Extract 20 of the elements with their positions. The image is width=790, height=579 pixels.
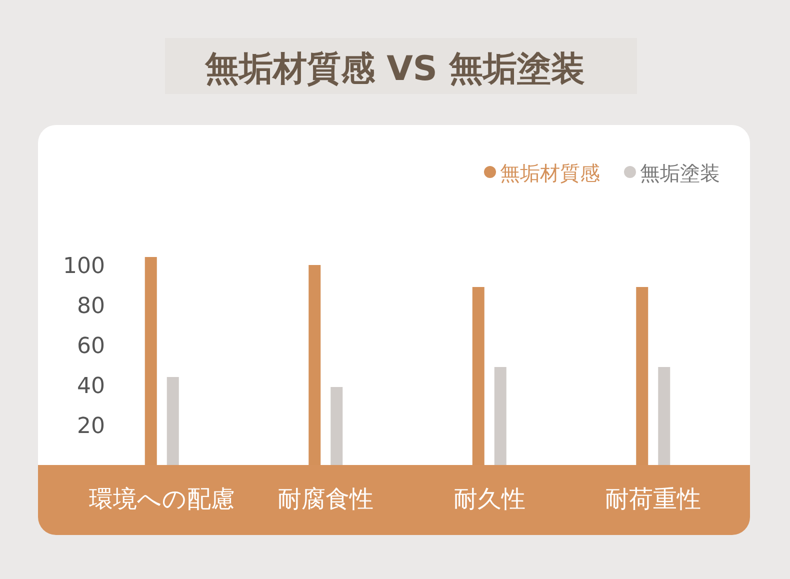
y-tick-label: 100 bbox=[63, 254, 105, 279]
bar bbox=[166, 377, 179, 465]
bar bbox=[658, 367, 670, 465]
legend-label: 無垢塗装 bbox=[640, 161, 720, 185]
bar bbox=[636, 287, 648, 465]
bar bbox=[330, 387, 343, 465]
bar bbox=[472, 287, 484, 465]
x-tick-label: 環境への配慮 bbox=[88, 485, 235, 513]
chart-title: 無垢材質感 VS 無垢塗装 bbox=[204, 49, 586, 89]
x-tick-label: 耐久性 bbox=[453, 485, 526, 513]
y-tick-label: 60 bbox=[77, 334, 105, 359]
y-tick-label: 80 bbox=[77, 294, 105, 319]
x-tick-label: 耐荷重性 bbox=[605, 485, 702, 513]
y-tick-label: 20 bbox=[77, 414, 105, 439]
y-tick-label: 40 bbox=[77, 374, 105, 399]
bar bbox=[144, 257, 157, 465]
bar bbox=[308, 265, 321, 465]
legend-label: 無垢材質感 bbox=[500, 161, 600, 185]
x-tick-label: 耐腐食性 bbox=[278, 485, 374, 513]
bar bbox=[494, 367, 506, 465]
